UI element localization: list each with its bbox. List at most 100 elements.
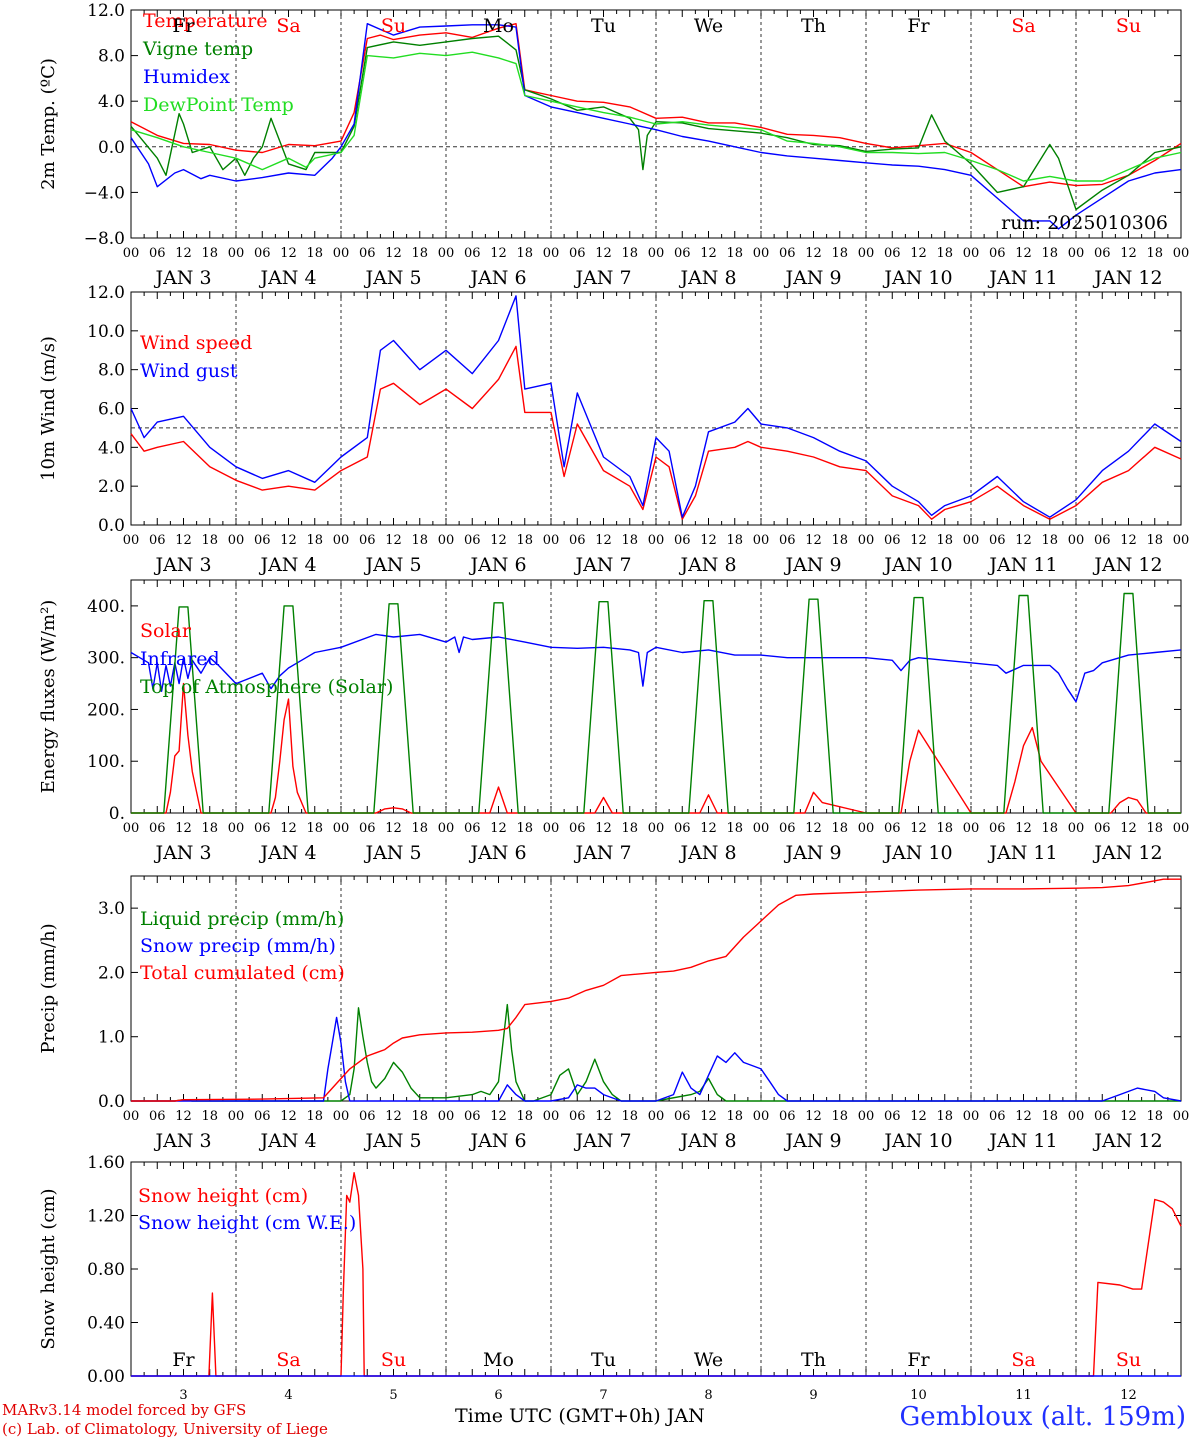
x-hour-label: 00 (228, 246, 245, 261)
x-hour-label: 00 (438, 821, 455, 836)
x-hour-label: 00 (648, 246, 665, 261)
x-hour-label: 12 (700, 1109, 717, 1124)
x-hour-label: 12 (280, 821, 297, 836)
x-hour-label: 18 (201, 246, 218, 261)
y-tick-label: 3.0 (98, 899, 125, 919)
x-date-label: JAN 4 (258, 842, 316, 864)
x-hour-label: 00 (1068, 821, 1085, 836)
x-date-label: JAN 7 (573, 842, 631, 864)
x-hour-label: 06 (884, 246, 901, 261)
x-date-label: JAN 10 (882, 1130, 952, 1152)
x-hour-label: 12 (280, 1109, 297, 1124)
x-date-label: JAN 10 (882, 267, 952, 289)
x-hour-label: 00 (123, 1109, 140, 1124)
x-hour-label: 06 (674, 1109, 691, 1124)
x-hour-label: 12 (1120, 1109, 1137, 1124)
x-hour-label: 12 (595, 1109, 612, 1124)
y-tick-label: 0.00 (87, 1367, 125, 1387)
x-hour-label: 12 (805, 1109, 822, 1124)
x-date-label: JAN 8 (678, 267, 736, 289)
series-line (130, 345, 1182, 520)
x-hour-label: 12 (595, 821, 612, 836)
x-hour-label: 18 (936, 1109, 953, 1124)
x-hour-label: 06 (254, 533, 271, 548)
x-hour-label: 18 (726, 246, 743, 261)
x-hour-label: 12 (1015, 1109, 1032, 1124)
weekday-label: We (694, 1349, 723, 1371)
x-hour-label: 18 (516, 533, 533, 548)
x-date-label: JAN 12 (1092, 267, 1162, 289)
x-hour-label: 00 (753, 1109, 770, 1124)
y-tick-label: 4.0 (98, 438, 125, 458)
weekday-label: Tu (591, 15, 616, 37)
x-hour-label: 12 (700, 821, 717, 836)
x-day-number: 5 (389, 1388, 397, 1400)
x-hour-label: 12 (490, 1109, 507, 1124)
x-date-label: JAN 9 (783, 554, 841, 576)
x-hour-label: 18 (411, 533, 428, 548)
x-hour-label: 06 (464, 1109, 481, 1124)
x-hour-label: 06 (149, 1109, 166, 1124)
x-hour-label: 18 (831, 533, 848, 548)
y-tick-label: −4.0 (84, 183, 125, 203)
x-hour-label: 00 (123, 821, 140, 836)
x-hour-label: 18 (621, 1109, 638, 1124)
x-hour-label: 12 (280, 533, 297, 548)
x-hour-label: 18 (1041, 821, 1058, 836)
x-hour-label: 00 (648, 821, 665, 836)
x-hour-label: 06 (254, 1109, 271, 1124)
x-hour-label: 00 (648, 533, 665, 548)
legend-entry: Temperature (143, 10, 267, 32)
y-tick-label: 0.0 (98, 1092, 125, 1112)
weekday-label: Fr (172, 1349, 195, 1371)
y-axis-label: Snow height (cm) (38, 1188, 59, 1349)
x-date-label: JAN 3 (153, 554, 211, 576)
y-tick-label: 400. (87, 597, 125, 617)
x-hour-label: 18 (1041, 1109, 1058, 1124)
x-hour-label: 00 (753, 533, 770, 548)
x-hour-label: 06 (779, 246, 796, 261)
x-date-label: JAN 6 (468, 267, 526, 289)
legend-entry: DewPoint Temp (143, 94, 294, 116)
y-axis-label: 2m Temp. (ºC) (38, 58, 59, 190)
x-hour-label: 18 (831, 1109, 848, 1124)
x-hour-label: 06 (569, 1109, 586, 1124)
y-tick-label: 100. (87, 752, 125, 772)
y-axis-label: Precip (mm/h) (38, 923, 59, 1053)
y-tick-label: 8.0 (98, 361, 125, 381)
x-hour-label: 00 (543, 821, 560, 836)
series-line (130, 35, 1182, 211)
x-hour-label: 06 (254, 246, 271, 261)
x-hour-label: 18 (1146, 1109, 1163, 1124)
x-hour-label: 18 (1041, 246, 1058, 261)
x-hour-label: 00 (1173, 246, 1190, 261)
x-hour-label: 06 (149, 533, 166, 548)
x-date-label: JAN 9 (783, 842, 841, 864)
x-hour-label: 06 (149, 821, 166, 836)
series-line (130, 295, 1182, 518)
x-hour-label: 18 (306, 821, 323, 836)
x-date-label: JAN 4 (258, 1130, 316, 1152)
x-hour-label: 00 (963, 246, 980, 261)
y-tick-label: 1.20 (87, 1207, 125, 1227)
x-hour-label: 00 (333, 533, 350, 548)
x-hour-label: 06 (569, 821, 586, 836)
x-hour-label: 12 (910, 246, 927, 261)
x-hour-label: 00 (963, 533, 980, 548)
x-hour-label: 00 (753, 821, 770, 836)
weekday-label: Su (381, 1349, 406, 1371)
x-date-label: JAN 3 (153, 1130, 211, 1152)
x-hour-label: 18 (831, 246, 848, 261)
x-day-number: 4 (284, 1388, 292, 1400)
run-label: run: 2025010306 (1001, 212, 1168, 234)
x-hour-label: 18 (936, 821, 953, 836)
x-hour-label: 12 (805, 533, 822, 548)
x-hour-label: 06 (1094, 533, 1111, 548)
x-date-label: JAN 12 (1092, 554, 1162, 576)
x-hour-label: 00 (963, 1109, 980, 1124)
x-hour-label: 00 (648, 1109, 665, 1124)
y-tick-label: 0.0 (98, 138, 125, 158)
x-hour-label: 00 (438, 1109, 455, 1124)
x-day-number: 6 (494, 1388, 502, 1400)
x-hour-label: 06 (569, 246, 586, 261)
